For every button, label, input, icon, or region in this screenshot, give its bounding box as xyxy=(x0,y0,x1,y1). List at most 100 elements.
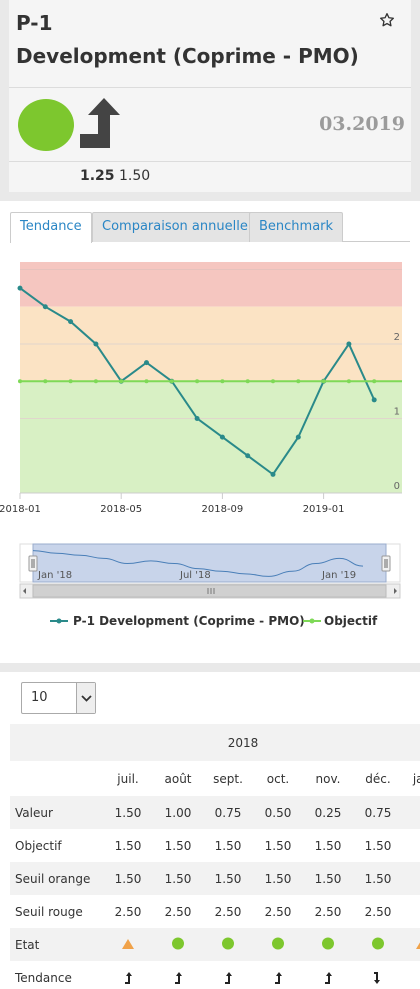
kpi-target-value: 1.50 xyxy=(119,168,151,184)
navigator-handle[interactable] xyxy=(28,555,38,572)
status-dot xyxy=(222,937,234,952)
scroll-left-icon xyxy=(23,588,26,594)
month-header: jan xyxy=(412,771,420,786)
y-tick-label: 1 xyxy=(394,406,400,417)
plot-band-0 xyxy=(20,262,402,307)
kpi-code: P-1 xyxy=(16,11,53,35)
objectif-point xyxy=(195,379,200,384)
data-point xyxy=(17,285,23,291)
month-header: déc. xyxy=(365,771,391,786)
orange-triangle-icon xyxy=(122,938,134,949)
status-indicator xyxy=(18,99,74,151)
scrollbar-thumb[interactable] xyxy=(32,584,387,598)
status-dot xyxy=(322,937,334,952)
tab-benchmark[interactable]: Benchmark xyxy=(249,212,344,242)
chevron-down-icon xyxy=(81,695,92,702)
trend-cell xyxy=(274,971,282,985)
objectif-point xyxy=(18,379,22,384)
green-dot-icon xyxy=(272,937,284,949)
x-tick-label: 2018-09 xyxy=(202,504,244,515)
table-cell: 0.25 xyxy=(314,805,342,820)
page-size-value: 10 xyxy=(31,690,48,705)
trend-cell xyxy=(374,971,382,985)
objectif-point xyxy=(220,379,225,384)
data-point xyxy=(144,360,149,366)
data-point xyxy=(346,341,352,347)
table-cell: 0.75 xyxy=(214,805,242,820)
table-row: Seuil orange 1.50 1.50 1.50 1.50 1.50 1.50 xyxy=(10,862,420,895)
objectif-point xyxy=(271,379,275,384)
kpi-date: 03.2019 xyxy=(319,113,405,135)
trend-cell xyxy=(174,971,182,985)
table-cell: 1.50 xyxy=(114,805,142,820)
x-tick-label: 2018-05 xyxy=(100,504,142,515)
orange-triangle-icon xyxy=(416,938,420,949)
navigator-label: Jan '18 xyxy=(37,570,72,581)
scroll-right-icon xyxy=(394,588,397,594)
data-point xyxy=(68,319,74,325)
kpi-title: Development (Coprime - PMO) xyxy=(16,44,359,68)
kpi-values: 1.25 1.50 xyxy=(80,168,150,184)
etat-row: Etat xyxy=(10,928,420,961)
x-tick-label: 2018-01 xyxy=(0,504,41,515)
table-cell: 1.50 xyxy=(164,838,192,853)
objectif-point xyxy=(43,379,48,384)
objectif-point xyxy=(93,379,98,384)
dropdown-arrow[interactable] xyxy=(76,683,95,713)
page-size-select[interactable]: 10 xyxy=(21,682,96,714)
table-cell: 1.50 xyxy=(214,871,242,886)
status-triangle xyxy=(416,938,420,952)
data-point xyxy=(194,415,200,421)
status-dot xyxy=(172,937,184,952)
navigator-series xyxy=(32,550,364,577)
data-point xyxy=(245,453,251,459)
divider xyxy=(9,87,411,88)
table-cell: 1.50 xyxy=(364,838,392,853)
objectif-point xyxy=(169,379,174,384)
table-cell: 2.50 xyxy=(264,904,292,919)
trend-up-icon xyxy=(175,972,182,984)
year-header-row: 2018 xyxy=(10,724,420,761)
green-dot-icon xyxy=(172,937,184,949)
status-dot xyxy=(272,937,284,952)
table-cell: 1.50 xyxy=(114,838,142,853)
legend-swatch-point xyxy=(309,618,315,624)
table-cell: 0.50 xyxy=(264,805,292,820)
row-label: Seuil rouge xyxy=(15,904,83,919)
table-cell: 2.50 xyxy=(314,904,342,919)
objectif-point xyxy=(245,379,250,384)
row-label: Objectif xyxy=(15,838,62,853)
data-point xyxy=(219,434,225,440)
trend-up-icon xyxy=(275,972,282,984)
row-label: Valeur xyxy=(15,805,53,820)
trend-chart: 0 1 2 2018-01 2018-05 2018-09 2019-01 Jan '18 Ju… xyxy=(0,262,402,628)
table-cell: 2.50 xyxy=(214,904,242,919)
table-cell: 1.50 xyxy=(214,838,242,853)
table-cell: 1.50 xyxy=(314,871,342,886)
table-cell: 1.00 xyxy=(164,805,192,820)
tab-comparaison-annuelle[interactable]: Comparaison annuelle xyxy=(92,212,258,242)
tab-tendance[interactable]: Tendance xyxy=(10,212,92,243)
table-cell: 0.75 xyxy=(364,805,392,820)
trend-cell xyxy=(324,971,332,985)
navigator-label: Jan '19 xyxy=(321,570,356,581)
legend-label: P-1 Development (Coprime - PMO) xyxy=(73,614,305,628)
table-row: Seuil rouge 2.50 2.50 2.50 2.50 2.50 2.50 xyxy=(10,895,420,928)
star-icon[interactable] xyxy=(379,12,395,28)
month-header: oct. xyxy=(266,771,290,786)
divider xyxy=(9,161,411,162)
data-table: 2018 juil. août sept. oct. nov. déc. jan Valeur 1… xyxy=(10,724,420,989)
trend-up-arrow-icon xyxy=(80,98,120,148)
status-triangle xyxy=(122,938,134,952)
data-point xyxy=(93,341,99,347)
table-cell: 2.50 xyxy=(114,904,142,919)
data-point xyxy=(270,471,276,477)
trend-up-icon xyxy=(225,972,232,984)
chart-panel: Tendance Comparaison annuelle Benchmark … xyxy=(0,201,420,663)
tendance-row: Tendance xyxy=(10,961,420,989)
navigator-handle[interactable] xyxy=(381,555,391,572)
trend-cell xyxy=(124,971,132,985)
status-dot xyxy=(372,937,384,952)
green-dot-icon xyxy=(372,937,384,949)
month-header: nov. xyxy=(315,771,341,786)
